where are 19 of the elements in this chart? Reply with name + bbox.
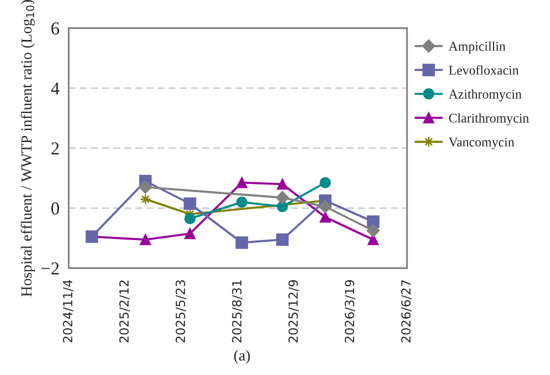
legend-label: Levofloxacin bbox=[448, 65, 519, 75]
y-tick-label: 6 bbox=[51, 22, 60, 35]
legend-label: Clarithromycin bbox=[449, 113, 529, 126]
y-tick-label: 0 bbox=[51, 202, 60, 215]
legend-label: Azithromycin bbox=[448, 89, 522, 102]
x-tick-label: 2025/12/9 bbox=[288, 280, 299, 342]
y-tick-label: 2 bbox=[51, 142, 59, 154]
x-tick-label: 2026/3/19 bbox=[344, 280, 356, 342]
legend-label: Ampicillin bbox=[448, 41, 506, 54]
y-tick-label: −2 bbox=[41, 262, 59, 274]
y-axis-title: Hospital effluent / WWTP influent ratio (Log$_{10}$) bbox=[20, 0, 35, 296]
x-tick-label: 2026/6/27 bbox=[401, 280, 412, 342]
x-tick-label: 2025/2/12 bbox=[119, 280, 130, 342]
legend-label: Vancomycin bbox=[448, 138, 514, 150]
x-tick-label: 2025/5/23 bbox=[176, 280, 186, 342]
x-tick-label: 2024/11/4 bbox=[62, 280, 74, 342]
x-tick-label: 2025/8/31 bbox=[232, 280, 242, 342]
y-tick-label: 4 bbox=[51, 82, 60, 94]
text: (a) bbox=[234, 350, 250, 364]
